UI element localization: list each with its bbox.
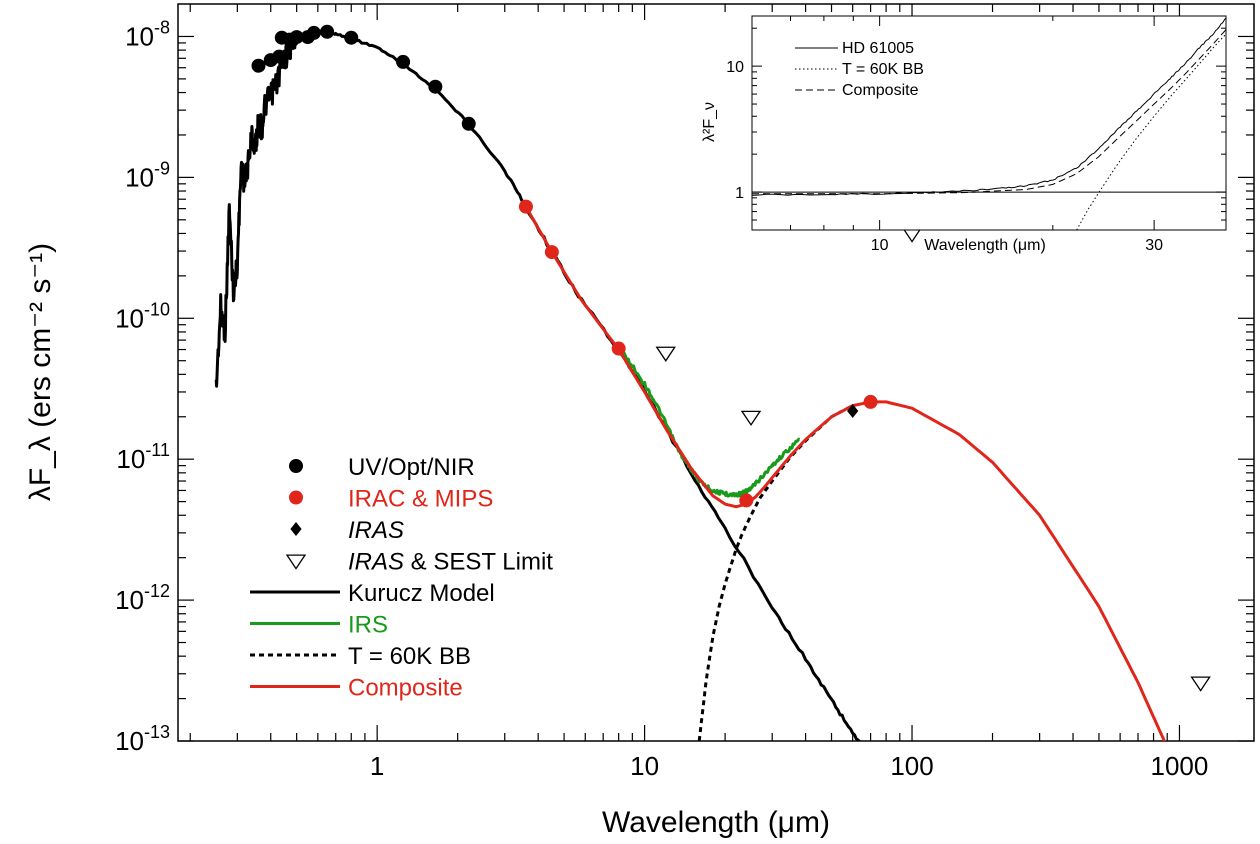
x-tick-label: 100: [890, 751, 933, 781]
legend-item-composite: Composite: [250, 675, 463, 702]
marker-uv-opt-nir: [289, 30, 304, 45]
y-tick-label: 10-9: [125, 158, 170, 192]
marker-irac-mips: [739, 493, 754, 508]
marker-iras-sest-limit: [740, 410, 762, 427]
marker-uv-opt-nir: [344, 30, 359, 45]
y-tick-label: 10-13: [115, 722, 170, 756]
marker-uv-opt-nir: [320, 24, 335, 39]
y-tick-label: 10-12: [115, 581, 170, 615]
marker-uv-opt-nir: [461, 116, 476, 131]
marker-uv-opt-nir: [396, 54, 411, 69]
inset-y-tick-label: 10: [726, 59, 744, 76]
inset-x-tick-label: 30: [1145, 237, 1163, 254]
main-x-tick-labels: 1 10 100 1000: [370, 751, 1208, 781]
marker-iras-sest-limit: [1190, 676, 1211, 692]
marker-uv-opt-nir: [306, 25, 321, 40]
legend-swatch-iras: [290, 522, 302, 536]
legend-label-iras: IRAS: [348, 517, 404, 544]
main-legend: UV/Opt/NIR IRAC & MIPS IRAS IRAS & SEST Lim…: [250, 454, 553, 702]
inset-y-tick-label: 1: [735, 185, 744, 202]
legend-item-iras: IRAS: [290, 517, 404, 544]
legend-item-kurucz-model: Kurucz Model: [250, 580, 495, 607]
main-y-axis-title: λF_λ (ers cm⁻² s⁻¹): [24, 243, 57, 501]
legend-item-iras-sest-limit: IRAS & SEST Limit: [285, 549, 553, 576]
series-line-hd-61005: [752, 17, 1226, 196]
marker-irac-mips: [518, 199, 533, 214]
main-plot-frame: [177, 3, 1255, 742]
series-line-t-60k-bb: [697, 404, 854, 741]
main-y-tick-labels: 10-13 10-12 10-11 10-10 10-9 10-8: [115, 17, 170, 756]
x-tick-label: 10: [630, 751, 659, 781]
marker-uv-opt-nir: [272, 49, 287, 64]
y-tick-label: 10-11: [116, 440, 170, 474]
inset-legend-item-hd-61005: HD 61005: [795, 40, 914, 57]
marker-uv-opt-nir: [251, 58, 266, 73]
legend-item-irs: IRS: [250, 612, 388, 639]
legend-label-irs: IRS: [348, 612, 388, 639]
y-tick-label: 10-8: [125, 17, 170, 51]
main-axis-ticks: [178, 4, 1254, 742]
inset-legend-label: Composite: [842, 82, 919, 99]
inset-legend: HD 61005 T = 60K BB Composite: [795, 40, 924, 99]
marker-iras: [847, 403, 859, 418]
series-line-irs: [618, 347, 801, 498]
inset-y-axis-title: λ²F_ν: [701, 102, 718, 142]
inset-series-layer: [752, 17, 1226, 230]
marker-irac-mips: [544, 245, 559, 260]
x-tick-label: 1000: [1151, 751, 1209, 781]
y-tick-label: 10-10: [115, 299, 170, 333]
inset-x-axis-title: Wavelength (μm): [924, 237, 1046, 254]
series-line-t-60k-bb: [1076, 33, 1226, 230]
series-line-composite: [524, 205, 1166, 741]
legend-item-uv-opt-nir: UV/Opt/NIR: [289, 454, 475, 481]
legend-label-irac-mips: IRAC & MIPS: [348, 486, 493, 513]
marker-uv-opt-nir: [428, 79, 443, 94]
marker-irac-mips: [611, 341, 626, 356]
main-markers-layer: [251, 24, 1211, 692]
legend-label-t-60k-bb: T = 60K BB: [348, 643, 471, 670]
legend-swatch-iras-sest-limit: [285, 554, 307, 570]
legend-label-composite: Composite: [348, 675, 463, 702]
legend-item-irac-mips: IRAC & MIPS: [289, 486, 493, 513]
inset-legend-item-t-60k-bb: T = 60K BB: [795, 61, 924, 78]
main-x-axis-title: Wavelength (μm): [602, 806, 830, 839]
marker-irac-mips: [863, 394, 878, 409]
marker-iras-sest-limit: [655, 346, 676, 362]
inset-legend-label: T = 60K BB: [842, 61, 924, 78]
inset-tick-labels: 10 30 1 10: [726, 59, 1163, 254]
legend-swatch-irac-mips: [289, 490, 303, 505]
legend-label-kurucz-model: Kurucz Model: [348, 580, 495, 607]
legend-swatch-uv-opt-nir: [289, 459, 303, 473]
legend-label-uv-opt-nir: UV/Opt/NIR: [348, 454, 475, 481]
inset-x-tick-label: 10: [871, 237, 889, 254]
legend-label-iras-sest-limit: IRAS & SEST Limit: [348, 549, 553, 576]
inset-legend-item-composite: Composite: [795, 82, 919, 99]
x-tick-label: 1: [370, 751, 384, 781]
inset-legend-label: HD 61005: [842, 40, 914, 57]
legend-item-t-60k-bb: T = 60K BB: [250, 643, 471, 670]
